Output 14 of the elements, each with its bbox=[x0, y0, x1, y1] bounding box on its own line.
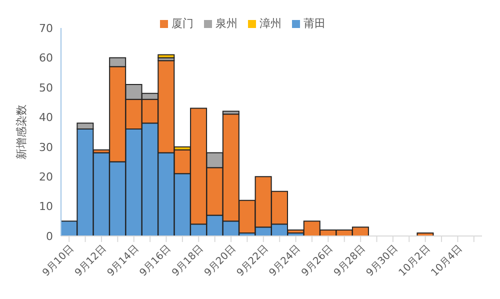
legend-label: 漳州 bbox=[260, 17, 282, 30]
y-axis-title: 新增感染数 bbox=[14, 104, 28, 160]
y-tick-label: 10 bbox=[39, 200, 53, 214]
y-tick-label: 70 bbox=[39, 22, 53, 35]
y-tick-label: 40 bbox=[39, 111, 53, 124]
y-tick-label: 30 bbox=[39, 140, 53, 154]
y-tick-label: 20 bbox=[39, 170, 53, 184]
legend-label: 泉州 bbox=[216, 17, 238, 30]
bar bbox=[158, 54, 175, 58]
y-tick-label: 50 bbox=[39, 81, 53, 94]
legend-label: 厦门 bbox=[172, 17, 194, 30]
y-tick-label: 60 bbox=[39, 52, 53, 65]
y-tick-label: 0 bbox=[46, 230, 53, 243]
legend-label: 莆田 bbox=[304, 17, 326, 30]
